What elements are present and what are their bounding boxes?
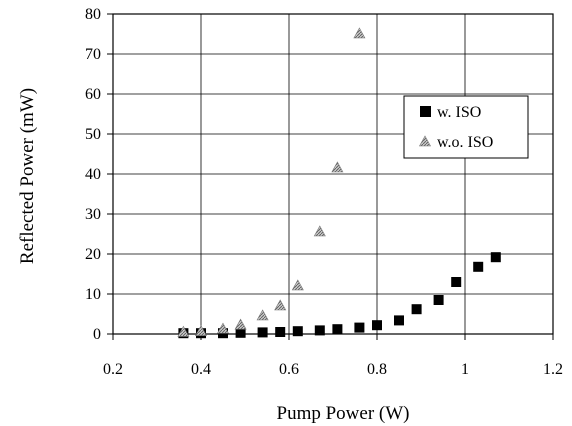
y-tick-label-1: 10 [85, 286, 101, 303]
series-w-iso [178, 252, 501, 339]
legend-marker-w-iso [420, 106, 431, 117]
x-tick-label-5: 1.2 [543, 361, 563, 378]
x-tick-label-3: 0.8 [367, 361, 387, 378]
point-w-iso-14 [451, 277, 462, 287]
y-tick-label-6: 60 [85, 86, 101, 103]
point-wo-iso-8 [331, 161, 344, 173]
legend-label-w-iso: w. ISO [437, 104, 481, 121]
point-w-iso-8 [332, 324, 343, 335]
x-tick-label-0: 0.2 [103, 361, 123, 378]
y-tick-label-2: 20 [85, 246, 101, 263]
x-axis-title: Pump Power (W) [277, 403, 410, 424]
legend: w. ISO w.o. ISO [403, 95, 529, 159]
y-tick-label-7: 70 [85, 46, 101, 63]
y-axis-ticks: 0 10 20 30 40 50 60 70 80 [85, 6, 113, 343]
point-w-iso-10 [372, 320, 382, 331]
grid-lines [112, 13, 554, 335]
y-tick-label-3: 30 [85, 206, 101, 223]
point-wo-iso-7 [313, 225, 326, 237]
point-w-iso-3 [235, 327, 246, 338]
point-w-iso-6 [292, 326, 303, 337]
y-axis-title: Reflected Power (mW) [17, 88, 38, 264]
x-tick-label-4: 1 [461, 361, 469, 378]
legend-label-wo-iso: w.o. ISO [437, 134, 493, 151]
point-w-iso-13 [433, 295, 444, 305]
point-w-iso-15 [473, 261, 484, 272]
point-w-iso-11 [394, 315, 404, 326]
x-tick-label-2: 0.6 [279, 361, 299, 378]
point-w-iso-9 [354, 322, 365, 333]
y-tick-label-0: 0 [93, 326, 101, 343]
point-wo-iso-0 [177, 325, 190, 337]
legend-marker-wo-iso [418, 135, 432, 147]
y-tick-label-4: 40 [85, 166, 101, 183]
point-wo-iso-1 [194, 324, 208, 336]
point-w-iso-16 [490, 252, 501, 263]
point-wo-iso-3 [234, 318, 247, 330]
x-axis-ticks: 0.2 0.4 0.6 0.8 1 1.2 [103, 334, 563, 378]
point-w-iso-5 [275, 327, 286, 337]
point-w-iso-4 [257, 327, 268, 338]
point-wo-iso-4 [256, 309, 269, 321]
point-w-iso-7 [314, 325, 325, 336]
y-tick-label-5: 50 [85, 126, 101, 143]
point-wo-iso-2 [216, 322, 230, 334]
y-tick-label-8: 80 [85, 6, 101, 23]
point-wo-iso-5 [274, 299, 287, 311]
point-wo-iso-6 [291, 279, 304, 291]
x-tick-label-1: 0.4 [191, 361, 211, 378]
point-w-iso-12 [411, 304, 422, 315]
point-wo-iso-9 [353, 27, 366, 39]
series-wo-iso [177, 27, 366, 337]
